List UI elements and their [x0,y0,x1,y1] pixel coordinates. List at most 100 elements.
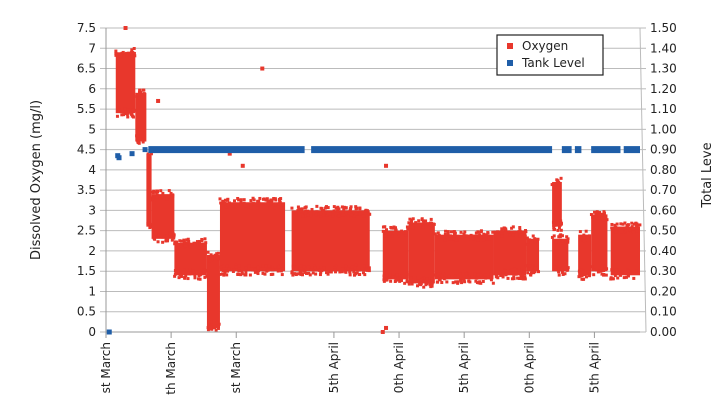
x-axis-ticks: st March th March st March 5th April 0th Apr… [99,342,601,395]
oxygen-point [435,280,439,284]
oxygen-outlier [260,66,265,71]
oxygen-point [280,273,284,277]
right-tick-label: 0.90 [650,143,677,157]
oxygen-point [430,277,434,281]
oxygen-point [187,239,191,243]
oxygen-point [479,273,483,277]
oxygen-point [165,197,169,201]
x-tick-label: th March [164,342,178,395]
oxygen-point [523,233,527,237]
oxygen-point [471,234,475,238]
oxygen-point [604,273,608,277]
oxygen-point [553,227,557,231]
oxygen-point [150,224,154,228]
oxygen-point [623,226,627,230]
oxygen-point [602,273,606,277]
oxygen-point [291,273,295,277]
oxygen-point [616,270,620,274]
oxygen-point [133,54,137,58]
oxygen-point [491,281,495,285]
oxygen-point [440,235,444,239]
oxygen-point [227,201,231,205]
oxygen-point [198,273,202,277]
oxygen-point [618,229,622,233]
oxygen-point [216,326,220,330]
oxygen-point [324,205,328,209]
oxygen-point [448,234,452,238]
oxygen-point [138,88,142,92]
right-tick-label: 1.20 [650,82,677,96]
oxygen-point [215,256,219,260]
oxygen-point [354,212,358,216]
oxygen-point [294,273,298,277]
right-tick-label: 1.50 [650,21,677,35]
oxygen-band [591,214,608,272]
oxygen-point [234,265,238,269]
oxygen-point [156,189,160,193]
oxygen-point [613,274,617,278]
oxygen-point [114,53,118,57]
oxygen-point [298,266,302,270]
right-tick-label: 1.30 [650,62,677,76]
oxygen-point [354,263,358,267]
oxygen-point [504,227,508,231]
oxygen-point [197,246,201,250]
oxygen-point [483,273,487,277]
oxygen-point [311,271,315,275]
oxygen-point [252,202,256,206]
oxygen-point [537,270,541,274]
oxygen-point [132,51,136,55]
oxygen-point [582,233,586,237]
right-tick-label: 0.30 [650,264,677,278]
oxygen-point [361,271,365,275]
oxygen-point [600,264,604,268]
oxygen-point [247,205,251,209]
oxygen-point [560,270,564,274]
oxygen-point [207,321,211,325]
oxygen-point [342,213,346,217]
tank-level-series [106,146,640,335]
oxygen-point [610,226,614,230]
oxygen-point [158,195,162,199]
oxygen-point [456,281,460,285]
oxygen-point [475,281,479,285]
oxygen-point [405,225,409,229]
oxygen-point [560,268,564,272]
oxygen-point [388,232,392,236]
oxygen-point [179,239,183,243]
oxygen-point [558,233,562,237]
oxygen-point [407,282,411,286]
oxygen-point [169,191,173,195]
oxygen-point [445,280,449,284]
oxygen-point [307,271,311,275]
oxygen-band [552,238,569,272]
oxygen-point [171,194,175,198]
oxygen-point [395,273,399,277]
oxygen-point [559,176,563,180]
oxygen-point [120,113,124,117]
oxygen-point [357,268,361,272]
oxygen-point [458,272,462,276]
oxygen-point [552,234,556,238]
oxygen-point [453,232,457,236]
oxygen-point [172,233,176,237]
oxygen-point [125,53,129,57]
left-tick-label: 6 [88,82,96,96]
oxygen-point [342,268,346,272]
oxygen-point [465,275,469,279]
oxygen-point [319,212,323,216]
oxygen-point [454,238,458,242]
oxygen-point [559,219,563,223]
oxygen-point [477,236,481,240]
oxygen-point [556,228,560,232]
oxygen-point [552,225,556,229]
oxygen-point [329,270,333,274]
oxygen-point [152,189,156,193]
oxygen-point [122,113,126,117]
oxygen-point [404,233,408,237]
oxygen-point [126,115,130,119]
oxygen-point [225,264,229,268]
oxygen-point [459,278,463,282]
oxygen-point [484,276,488,280]
oxygen-point [587,234,591,238]
